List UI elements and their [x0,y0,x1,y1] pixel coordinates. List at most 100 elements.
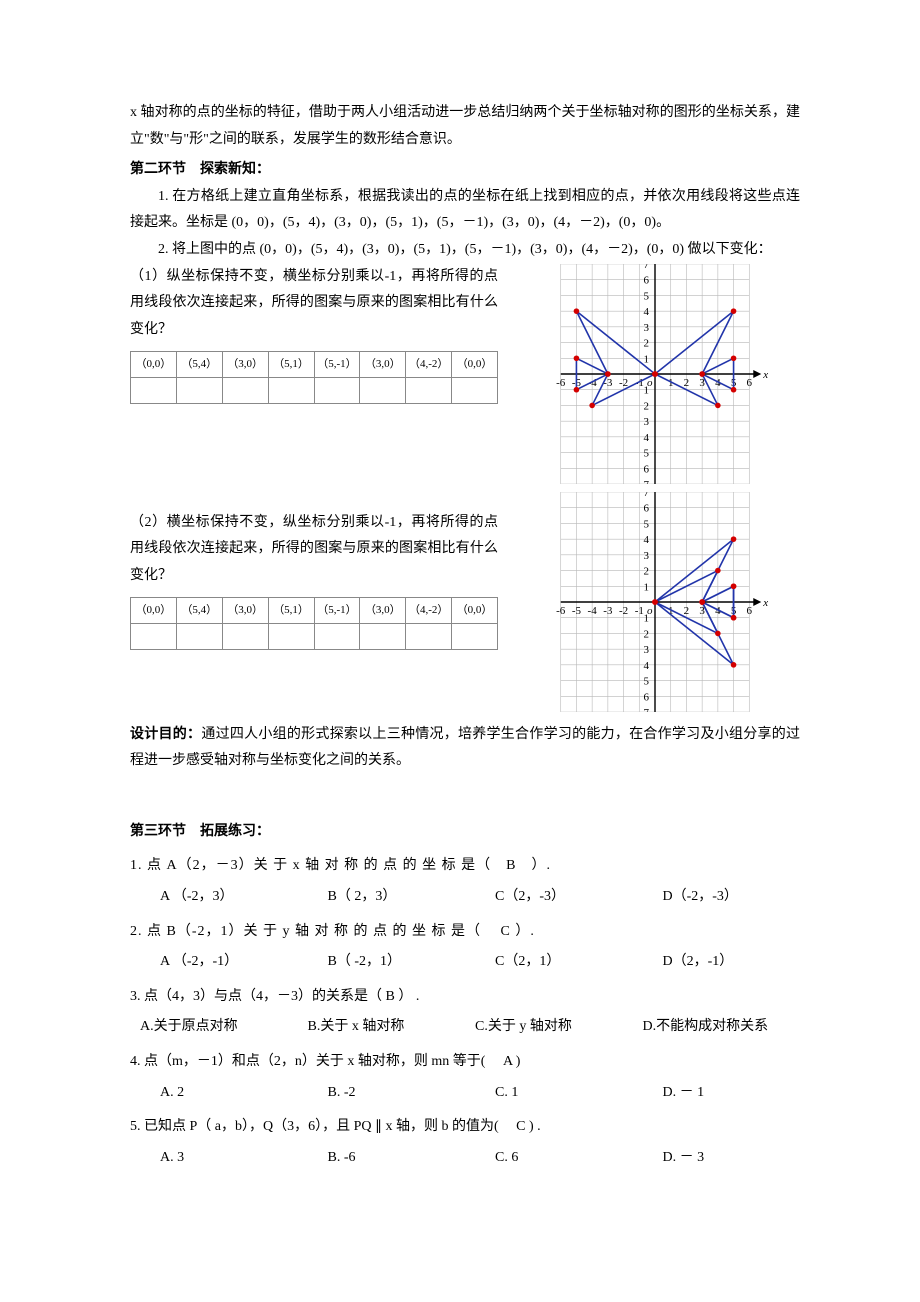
svg-text:3: 3 [644,416,650,428]
table-cell: （5,1） [268,598,314,624]
svg-text:5: 5 [644,447,650,459]
svg-text:-2: -2 [619,605,628,617]
opt: A （-2，-1） [130,949,298,976]
q4: 4. 点（m，－1）和点（2，n）关于 x 轴对称，则 mn 等于( A ) [130,1049,800,1076]
table-cell: （5,1） [268,352,314,378]
svg-text:7: 7 [644,492,650,499]
svg-text:2: 2 [644,628,650,640]
table-cell: （5,4） [176,598,222,624]
q3-opts: A.关于原点对称 B.关于 x 轴对称 C.关于 y 轴对称 D.不能构成对称关… [130,1014,800,1041]
opt: A.关于原点对称 [130,1014,298,1041]
svg-text:5: 5 [644,675,650,687]
svg-text:6: 6 [644,502,650,514]
opt: D.不能构成对称关系 [633,1014,801,1041]
svg-text:x: x [762,597,768,609]
purpose: 设计目的：通过四人小组的形式探索以上三种情况，培养学生合作学习的能力，在合作学习… [130,722,800,775]
svg-text:4: 4 [644,534,650,546]
svg-text:5: 5 [644,290,650,302]
q4-opts: A. 2 B. -2 C. 1 D. － 1 [130,1080,800,1107]
svg-text:-5: -5 [572,605,582,617]
opt: D. － 1 [633,1080,801,1107]
svg-text:-4: -4 [588,605,598,617]
svg-text:2: 2 [644,337,650,349]
svg-text:-2: -2 [619,377,628,389]
table-cell: （0,0） [452,352,498,378]
svg-text:x: x [762,369,768,381]
svg-text:7: 7 [644,479,650,484]
opt: B. -6 [298,1145,466,1172]
q1-opts: A （-2，3） B（ 2，3） C（2，-3） D（-2，-3） [130,884,800,911]
svg-text:-3: -3 [603,605,613,617]
graph-1: -6-5-4-3-2-112345612345677654321oxy [510,264,800,484]
svg-text:2: 2 [644,565,650,577]
svg-text:6: 6 [644,274,650,286]
svg-text:4: 4 [644,431,650,443]
table-cell: （3,0） [222,352,268,378]
svg-text:3: 3 [644,644,650,656]
purpose-text: 通过四人小组的形式探索以上三种情况，培养学生合作学习的能力，在合作学习及小组分享… [130,727,800,769]
opt: C. 6 [465,1145,633,1172]
svg-text:o: o [647,377,653,389]
table-cell: （5,-1） [314,352,360,378]
svg-text:-6: -6 [556,377,566,389]
opt: B. -2 [298,1080,466,1107]
table-cell: （3,0） [360,598,406,624]
svg-text:3: 3 [644,549,650,561]
table-cell: （0,0） [452,598,498,624]
q3: 3. 点（4，3）与点（4，－3）的关系是（ B ） . [130,984,800,1011]
svg-text:3: 3 [644,321,650,333]
table-cell: （4,-2） [406,598,452,624]
graph-2: -6-5-4-3-2-112345612345677654321oxy [510,492,800,712]
svg-text:o: o [647,605,653,617]
q2-opts: A （-2，-1） B（ -2，1） C（2，1） D（2，-1） [130,949,800,976]
table-cell: （5,-1） [314,598,360,624]
section2-p1: 1. 在方格纸上建立直角坐标系，根据我读出的点的坐标在纸上找到相应的点，并依次用… [130,184,800,237]
svg-text:6: 6 [747,377,753,389]
section2-q1: （1）纵坐标保持不变，横坐标分别乘以-1，再将所得的点用线段依次连接起来，所得的… [130,264,498,344]
svg-text:6: 6 [644,691,650,703]
purpose-label: 设计目的： [130,727,201,742]
q1: 1. 点 A（2，－3）关 于 x 轴 对 称 的 点 的 坐 标 是（ B ）… [130,853,800,880]
table-cell: （4,-2） [406,352,452,378]
opt: C（2，-3） [465,884,633,911]
q2: 2. 点 B（-2，1）关 于 y 轴 对 称 的 点 的 坐 标 是（ C ）… [130,919,800,946]
opt: D（2，-1） [633,949,801,976]
svg-text:4: 4 [644,306,650,318]
svg-text:2: 2 [684,377,690,389]
opt: D（-2，-3） [633,884,801,911]
svg-text:2: 2 [684,605,690,617]
svg-text:1: 1 [644,581,650,593]
opt: B（ 2，3） [298,884,466,911]
q5: 5. 已知点 P（ a，b），Q（3，6），且 PQ ∥ x 轴，则 b 的值为… [130,1114,800,1141]
svg-text:2: 2 [644,400,650,412]
opt: C.关于 y 轴对称 [465,1014,633,1041]
svg-text:7: 7 [644,707,650,712]
table-cell: （0,0） [131,352,177,378]
section2-title: 第二环节 探索新知： [130,157,800,184]
opt: A. 3 [130,1145,298,1172]
opt: A （-2，3） [130,884,298,911]
section2-p2: 2. 将上图中的点 (0，0)，(5，4)，(3，0)，(5，1)，(5，－1)… [130,237,800,264]
opt: B.关于 x 轴对称 [298,1014,466,1041]
table-cell: （3,0） [222,598,268,624]
svg-text:4: 4 [644,659,650,671]
section2-q2: （2）横坐标保持不变，纵坐标分别乘以-1，再将所得的点用线段依次连接起来，所得的… [130,510,498,590]
svg-text:-6: -6 [556,605,566,617]
opt: C（2，1） [465,949,633,976]
opt: D. － 3 [633,1145,801,1172]
svg-text:6: 6 [644,463,650,475]
table-cell: （0,0） [131,598,177,624]
coord-table-2: （0,0） （5,4） （3,0） （5,1） （5,-1） （3,0） （4,… [130,597,498,650]
svg-text:5: 5 [644,518,650,530]
svg-text:-1: -1 [635,605,644,617]
opt: A. 2 [130,1080,298,1107]
svg-text:1: 1 [644,353,650,365]
svg-text:6: 6 [747,605,753,617]
opt: C. 1 [465,1080,633,1107]
opt: B（ -2，1） [298,949,466,976]
coord-table-1: （0,0） （5,4） （3,0） （5,1） （5,-1） （3,0） （4,… [130,351,498,404]
intro-text: x 轴对称的点的坐标的特征，借助于两人小组活动进一步总结归纳两个关于坐标轴对称的… [130,100,800,153]
table-cell: （3,0） [360,352,406,378]
section3-title: 第三环节 拓展练习： [130,819,800,846]
q5-opts: A. 3 B. -6 C. 6 D. － 3 [130,1145,800,1172]
